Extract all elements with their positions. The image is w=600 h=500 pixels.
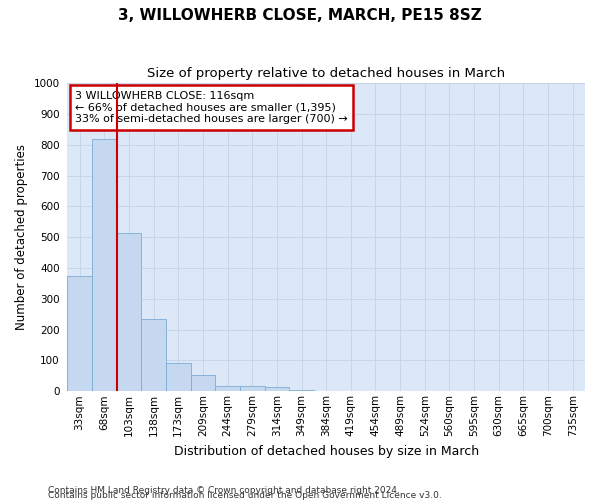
Y-axis label: Number of detached properties: Number of detached properties <box>15 144 28 330</box>
Bar <box>265 388 289 392</box>
Text: 3, WILLOWHERB CLOSE, MARCH, PE15 8SZ: 3, WILLOWHERB CLOSE, MARCH, PE15 8SZ <box>118 8 482 22</box>
Bar <box>215 386 240 392</box>
Bar <box>191 375 215 392</box>
Text: Contains HM Land Registry data © Crown copyright and database right 2024.: Contains HM Land Registry data © Crown c… <box>48 486 400 495</box>
Text: Contains public sector information licensed under the Open Government Licence v3: Contains public sector information licen… <box>48 490 442 500</box>
Bar <box>289 390 314 392</box>
Text: 3 WILLOWHERB CLOSE: 116sqm
← 66% of detached houses are smaller (1,395)
33% of s: 3 WILLOWHERB CLOSE: 116sqm ← 66% of deta… <box>75 91 348 124</box>
Bar <box>166 363 191 392</box>
Title: Size of property relative to detached houses in March: Size of property relative to detached ho… <box>147 68 505 80</box>
X-axis label: Distribution of detached houses by size in March: Distribution of detached houses by size … <box>173 444 479 458</box>
Bar <box>240 386 265 392</box>
Bar <box>67 276 92 392</box>
Bar <box>92 138 116 392</box>
Bar <box>141 319 166 392</box>
Bar <box>116 232 141 392</box>
